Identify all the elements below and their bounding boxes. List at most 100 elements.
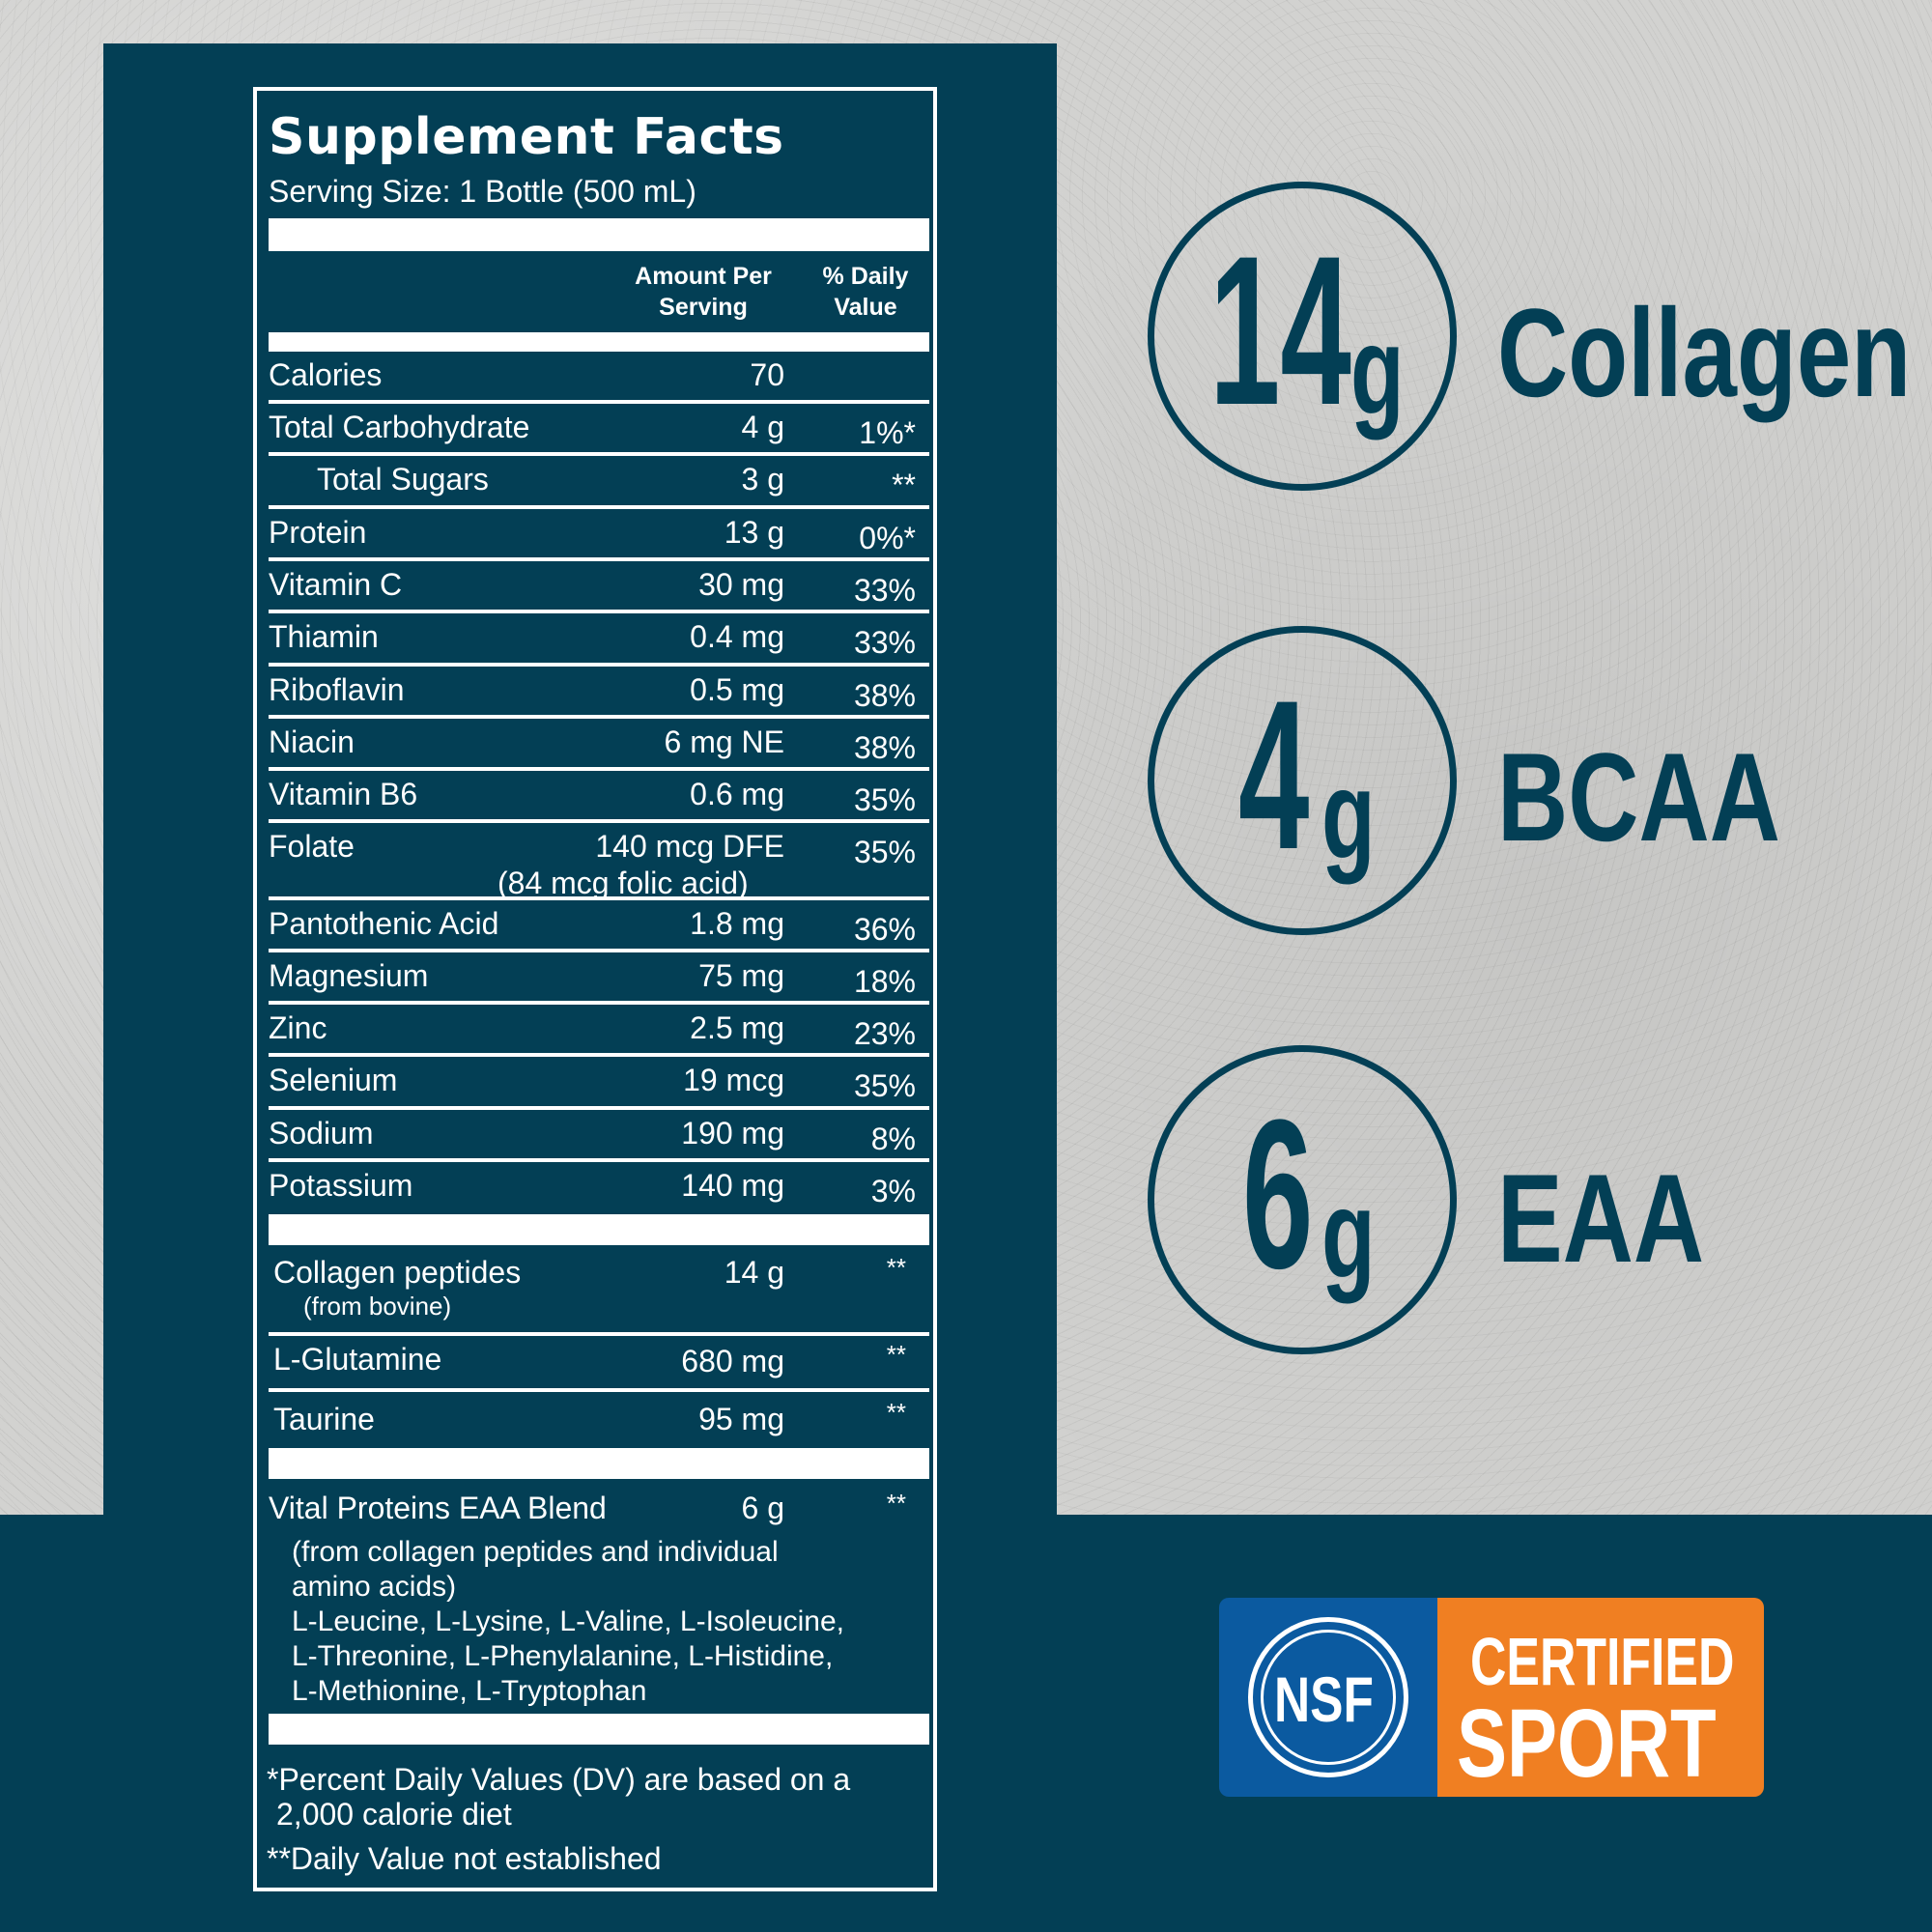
nutrient-name: Pantothenic Acid	[269, 906, 499, 941]
eaa-blend-desc-line: (from collagen peptides and individual	[292, 1536, 779, 1568]
nutrient-dv: 18%	[853, 964, 916, 999]
ingredient-name: L-Glutamine	[273, 1342, 442, 1377]
highlight-word: EAA	[1497, 1148, 1705, 1289]
footnote-dv-basis: *Percent Daily Values (DV) are based on …	[267, 1762, 851, 1797]
header-dv-line1: % Daily	[822, 263, 909, 290]
ingredient-name: Taurine	[273, 1402, 375, 1436]
nutrient-amount: 30 mg	[698, 567, 784, 602]
nutrient-row-protein: Protein 13 g 0%*	[269, 509, 929, 561]
nutrient-row-vitamin-b6: Vitamin B6 0.6 mg 35%	[269, 771, 929, 823]
nutrient-dv: 38%	[853, 678, 916, 713]
nutrient-dv: 23%	[853, 1016, 916, 1051]
nutrient-name: Vitamin C	[269, 567, 403, 602]
nutrient-row-potassium: Potassium 140 mg 3%	[269, 1162, 929, 1212]
nsf-logo-panel: NSF	[1219, 1598, 1437, 1797]
nutrient-amount: 4 g	[741, 410, 784, 444]
nutrient-dv: 8%	[870, 1122, 916, 1156]
nutrient-row-total-carbohydrate: Total Carbohydrate 4 g 1%*	[269, 404, 929, 456]
footnote-dv-not-established: **Daily Value not established	[267, 1841, 662, 1876]
ingredient-amount: 14 g	[724, 1255, 784, 1290]
nutrient-dv: 35%	[853, 782, 916, 817]
nutrient-amount: 1.8 mg	[690, 906, 784, 941]
highlight-circle	[1148, 626, 1457, 935]
nutrient-dv: 36%	[853, 912, 916, 947]
nutrient-row-niacin: Niacin 6 mg NE 38%	[269, 719, 929, 771]
nutrient-row-total-sugars: Total Sugars 3 g **	[269, 456, 929, 509]
eaa-blend-desc-line: L-Methionine, L-Tryptophan	[292, 1675, 647, 1707]
nutrient-name: Total Carbohydrate	[269, 410, 530, 444]
nutrient-amount: 3 g	[741, 462, 784, 497]
highlight-word: Collagen	[1497, 282, 1912, 423]
nutrient-amount: 2.5 mg	[690, 1010, 784, 1045]
nutrient-amount: 75 mg	[698, 958, 784, 993]
nutrient-name: Sodium	[269, 1116, 374, 1151]
highlight-circle	[1148, 1045, 1457, 1354]
certified-text: CERTIFIED	[1470, 1624, 1735, 1699]
nutrient-dv: 33%	[853, 573, 916, 608]
header-amount-line1: Amount Per	[635, 263, 772, 290]
nutrient-name: Zinc	[269, 1010, 327, 1045]
nutrient-name: Calories	[269, 357, 383, 392]
eaa-blend-amount: 6 g	[741, 1491, 784, 1525]
other-row-l-glutamine: L-Glutamine 680 mg **	[269, 1336, 929, 1392]
header-amount: Amount Per Serving	[616, 261, 790, 323]
highlight-number: 6	[1242, 1075, 1314, 1313]
nutrient-row-folate: Folate 140 mcg DFE (84 mcg folic acid) 3…	[269, 823, 929, 900]
header-amount-line2: Serving	[659, 294, 748, 321]
nutrient-name: Vitamin B6	[269, 777, 418, 811]
nutrient-row-magnesium: Magnesium 75 mg 18%	[269, 952, 929, 1005]
nutrient-amount: 6 mg NE	[664, 724, 784, 759]
highlight-circle	[1148, 182, 1457, 491]
nutrient-dv: 1%*	[859, 415, 916, 450]
nutrient-amount: 19 mcg	[683, 1063, 784, 1097]
nutrient-name: Selenium	[269, 1063, 398, 1097]
nutrient-row-selenium: Selenium 19 mcg 35%	[269, 1057, 929, 1110]
nutrient-row-sodium: Sodium 190 mg 8%	[269, 1110, 929, 1162]
thick-divider	[269, 218, 929, 251]
other-row-collagen-peptides: Collagen peptides (from bovine) 14 g **	[269, 1245, 929, 1336]
ingredient-amount: 95 mg	[698, 1402, 784, 1436]
nutrient-name: Niacin	[269, 724, 355, 759]
eaa-blend-desc-line: amino acids)	[292, 1571, 457, 1603]
supplement-facts-label: Supplement Facts Serving Size: 1 Bottle …	[253, 87, 937, 1891]
nutrient-dv: 3%	[870, 1174, 916, 1208]
nutrient-name: Magnesium	[269, 958, 429, 993]
nsf-logo-text: NSF	[1274, 1663, 1374, 1735]
nutrient-row-calories: Calories 70	[269, 352, 929, 404]
nutrient-name: Riboflavin	[269, 672, 405, 707]
eaa-blend-row: Vital Proteins EAA Blend 6 g **	[269, 1479, 929, 1537]
label-panel	[103, 43, 1057, 1932]
sport-text: SPORT	[1457, 1690, 1717, 1797]
certified-sport-panel: CERTIFIED SPORT	[1437, 1598, 1764, 1797]
ingredient-dv: **	[886, 1398, 906, 1427]
nutrient-amount: 140 mcg DFE	[595, 829, 784, 864]
nsf-logo-ring: NSF	[1248, 1617, 1408, 1777]
header-daily-value: % Daily Value	[808, 261, 923, 323]
nutrient-row-vitamin-c: Vitamin C 30 mg 33%	[269, 561, 929, 613]
nutrient-amount: 0.5 mg	[690, 672, 784, 707]
eaa-blend-name: Vital Proteins EAA Blend	[269, 1491, 607, 1525]
nutrient-name: Potassium	[269, 1168, 413, 1203]
thick-divider	[269, 1214, 929, 1245]
nutrient-amount: 0.4 mg	[690, 619, 784, 654]
highlight-number: 4	[1238, 656, 1310, 894]
ingredient-amount: 680 mg	[681, 1344, 784, 1378]
nutrient-dv: 33%	[853, 625, 916, 660]
highlight-unit: g	[1350, 299, 1405, 440]
highlight-number: 14	[1209, 212, 1351, 449]
ingredient-note: (from bovine)	[303, 1292, 452, 1321]
ingredient-dv: **	[886, 1253, 906, 1282]
thick-divider	[269, 1448, 929, 1479]
nsf-certified-sport-badge: NSF CERTIFIED SPORT	[1219, 1598, 1764, 1797]
ingredient-dv: **	[886, 1340, 906, 1369]
nutrient-row-thiamin: Thiamin 0.4 mg 33%	[269, 613, 929, 667]
footnote-dv-basis-cont: 2,000 calorie diet	[276, 1797, 512, 1832]
eaa-blend-desc-line: L-Leucine, L-Lysine, L-Valine, L-Isoleuc…	[292, 1605, 844, 1637]
nutrient-dv: 35%	[853, 835, 916, 869]
serving-size: Serving Size: 1 Bottle (500 mL)	[269, 174, 696, 209]
eaa-blend-dv: **	[886, 1489, 906, 1518]
nutrient-amount: 13 g	[724, 515, 784, 550]
highlight-unit: g	[1321, 744, 1376, 885]
other-row-taurine: Taurine 95 mg **	[269, 1392, 929, 1446]
nutrient-dv: **	[892, 468, 916, 502]
